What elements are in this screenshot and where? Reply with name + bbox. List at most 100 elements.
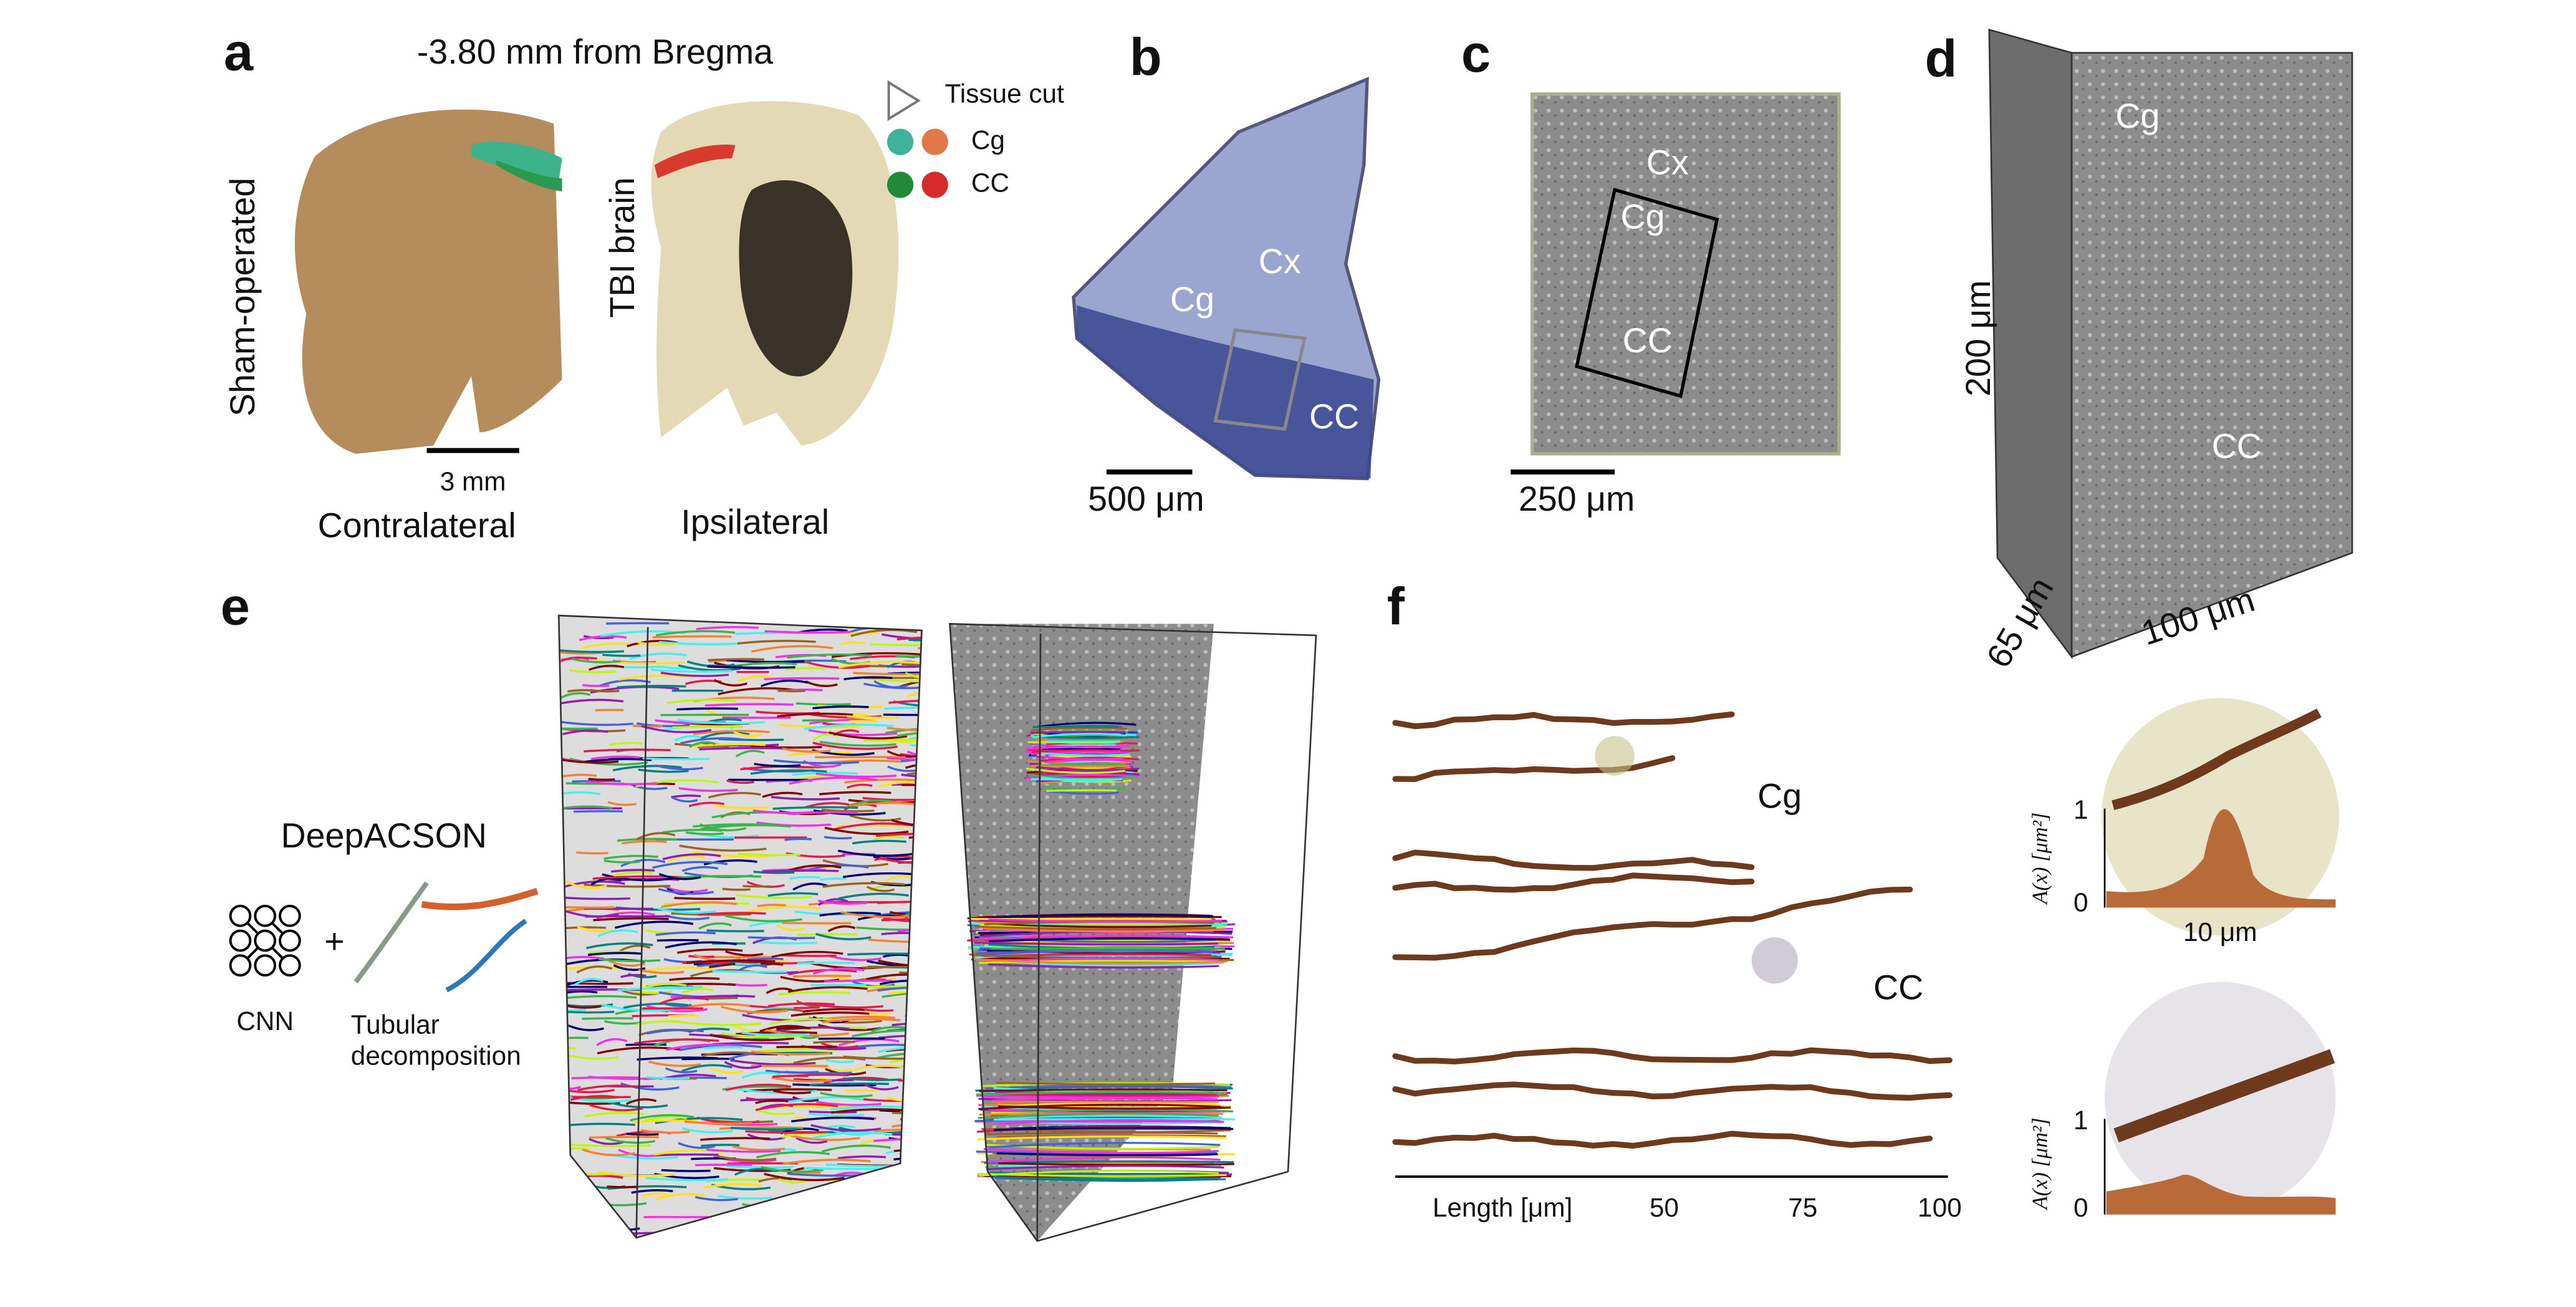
strand xyxy=(842,872,920,879)
strand xyxy=(809,1234,849,1238)
strand xyxy=(936,1209,1000,1210)
caption: Contralateral xyxy=(318,506,516,545)
strand xyxy=(710,1229,790,1238)
strand xyxy=(597,1170,675,1177)
strand xyxy=(795,1218,830,1223)
strand xyxy=(1029,743,1129,749)
strand xyxy=(658,872,701,880)
strand xyxy=(590,755,640,761)
strand xyxy=(910,743,922,748)
strand xyxy=(708,791,761,799)
strand xyxy=(791,1116,875,1123)
axon xyxy=(1392,872,1755,893)
panel-letter: d xyxy=(1925,29,1958,88)
axon xyxy=(1392,886,1913,961)
strand xyxy=(642,983,687,990)
strand xyxy=(629,652,688,660)
strand xyxy=(613,964,646,972)
axons xyxy=(1392,711,1953,1149)
strand xyxy=(646,1029,704,1035)
strand xyxy=(732,1224,774,1228)
strand xyxy=(1034,763,1127,767)
strand xyxy=(757,904,786,907)
strand xyxy=(906,769,922,776)
strand xyxy=(922,787,950,791)
strand xyxy=(773,759,859,764)
strand xyxy=(743,885,771,888)
strand xyxy=(1039,756,1140,762)
strand xyxy=(609,741,643,746)
strand xyxy=(764,1172,845,1182)
strand xyxy=(984,1160,1234,1164)
strand xyxy=(565,979,608,986)
strand xyxy=(856,926,922,931)
strand xyxy=(556,1248,626,1253)
strand xyxy=(754,763,801,768)
volume-outline xyxy=(557,614,923,1239)
strand xyxy=(582,684,610,687)
axon-zoom xyxy=(2112,708,2322,811)
strand xyxy=(782,1159,871,1165)
region-label: CC xyxy=(2212,427,2262,466)
strand xyxy=(642,1192,669,1198)
strand xyxy=(726,658,805,663)
panel-letter: e xyxy=(221,577,250,636)
strand xyxy=(805,680,838,687)
strand xyxy=(730,1126,798,1131)
strand xyxy=(604,1020,640,1025)
strand xyxy=(984,927,1224,933)
strand xyxy=(888,699,922,704)
strand xyxy=(744,615,821,618)
strand xyxy=(688,741,716,748)
strand xyxy=(1032,733,1127,738)
right-label: TBI brain xyxy=(603,177,642,317)
tubular-label: Tubular xyxy=(351,1010,440,1039)
strand xyxy=(636,722,690,728)
strand xyxy=(977,1135,1227,1141)
strand xyxy=(892,1022,922,1026)
strand xyxy=(988,918,1222,923)
strand xyxy=(747,1234,814,1238)
strand xyxy=(864,1008,894,1012)
strand xyxy=(906,690,922,698)
strand xyxy=(974,941,1218,946)
strand xyxy=(741,1071,781,1079)
strand xyxy=(849,1219,880,1226)
strand xyxy=(658,888,714,895)
panel-d: d Cg CC 200 μm 65 μm 100 μm xyxy=(1925,28,2353,674)
strand xyxy=(562,729,608,736)
strand xyxy=(876,832,922,837)
panel-letter: b xyxy=(1130,27,1162,86)
strand xyxy=(704,703,794,707)
strand xyxy=(756,1150,830,1159)
strand xyxy=(700,1137,771,1141)
strand xyxy=(738,852,800,857)
strand xyxy=(596,1038,628,1046)
strand xyxy=(713,678,747,687)
strand xyxy=(762,869,839,873)
strand xyxy=(559,720,633,726)
strand xyxy=(920,1218,922,1227)
strand xyxy=(900,753,922,760)
strand xyxy=(620,973,646,978)
strand xyxy=(776,924,805,932)
strand xyxy=(706,1148,781,1153)
strand xyxy=(838,660,922,669)
strand xyxy=(585,781,657,786)
strand xyxy=(979,936,1217,943)
strand xyxy=(872,835,904,841)
strand xyxy=(585,942,653,950)
strand xyxy=(771,796,840,801)
strand xyxy=(1041,752,1130,757)
strand xyxy=(584,1111,644,1117)
strand xyxy=(666,698,737,705)
strand xyxy=(785,1203,864,1206)
strand xyxy=(983,957,1219,963)
strand xyxy=(906,750,922,758)
caption: Ipsilateral xyxy=(681,503,829,541)
strand xyxy=(832,615,880,616)
panel-letter: f xyxy=(1387,577,1405,636)
strand xyxy=(679,844,767,852)
strand xyxy=(804,723,894,731)
strand xyxy=(735,750,765,758)
